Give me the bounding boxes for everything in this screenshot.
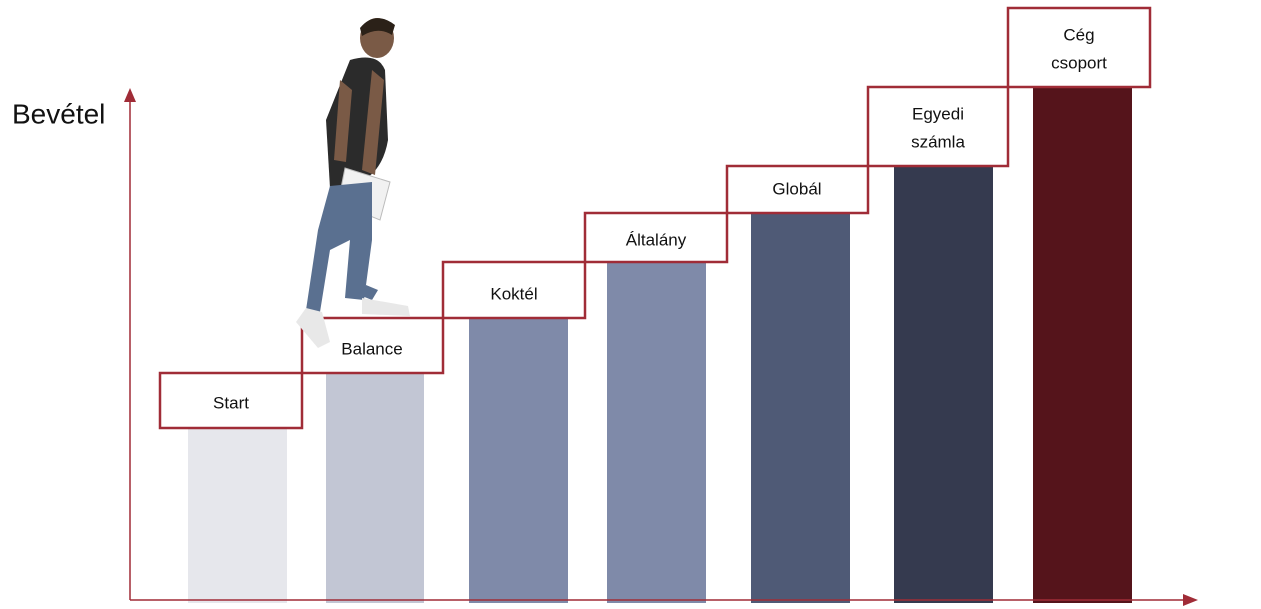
- person: [296, 18, 410, 348]
- step-label: Cég: [1063, 25, 1094, 44]
- step-label: számla: [911, 132, 965, 151]
- step-label: Koktél: [490, 284, 537, 303]
- bar: [751, 214, 850, 603]
- bar: [894, 166, 993, 603]
- y-axis-arrow: [124, 88, 136, 102]
- step-box: [866, 85, 1010, 168]
- bar: [469, 317, 568, 603]
- step-box: [1006, 6, 1152, 89]
- bar: [188, 428, 287, 603]
- step-box: [158, 371, 304, 430]
- step-box: [441, 260, 587, 320]
- step-label: csoport: [1051, 53, 1107, 72]
- bar: [607, 262, 706, 603]
- axis-label: Bevétel: [12, 98, 105, 129]
- step-box: [725, 164, 870, 215]
- step-label: Globál: [772, 179, 821, 198]
- step-label: Balance: [341, 339, 402, 358]
- bar: [326, 373, 424, 603]
- step-label: Start: [213, 393, 249, 412]
- x-axis-arrow: [1183, 594, 1198, 606]
- step-label: Egyedi: [912, 104, 964, 123]
- step-box: [300, 316, 445, 375]
- bar: [1033, 87, 1132, 603]
- step-box: [583, 211, 729, 264]
- step-label: Általány: [626, 230, 687, 249]
